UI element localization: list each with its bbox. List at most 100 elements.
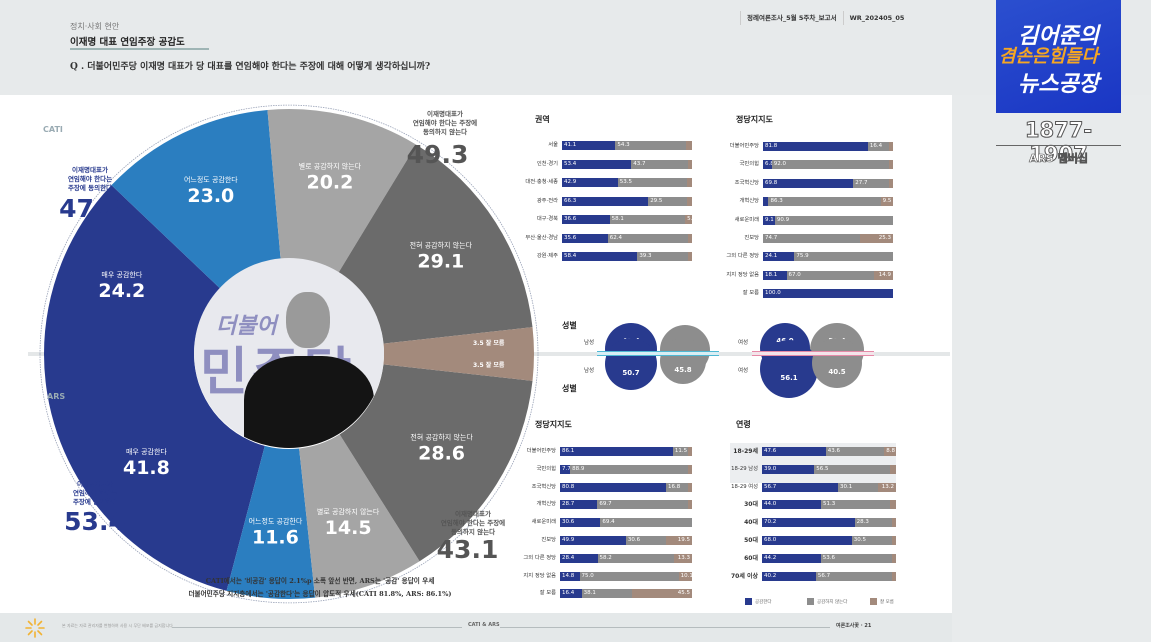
cati-slice-not-at-all	[338, 144, 533, 344]
party-cati-segment-disagree: 27.7	[853, 178, 889, 188]
party-cati-segment-disagree: 90.9	[774, 215, 893, 225]
party-cati-segment-disagree: 67.0	[786, 270, 874, 280]
cati-slice-value-somewhat-agree: 23.0	[187, 185, 234, 207]
age-bar: 44.0 51.3	[762, 500, 896, 510]
footer-rule-right	[500, 627, 830, 628]
region-row-label: 강원·제주	[536, 253, 558, 259]
male-ars-disagree-value: 45.8	[674, 366, 692, 374]
sun-logo-icon	[25, 618, 45, 638]
age-segment-dk	[892, 553, 896, 563]
party-ars-segment-dk: 19.5	[666, 536, 692, 545]
age-row-label: 30대	[744, 501, 758, 509]
party-ars-row: 지지 정당 없음 14.8 75.0 10.1	[523, 571, 692, 581]
female-ars-disagree-value: 40.5	[828, 368, 846, 376]
party-ars-segment-agree: 30.6	[560, 518, 601, 528]
cati-slice-value-dont-know: 3.5 잘 모름	[473, 339, 505, 347]
legend-swatch-dk	[870, 598, 877, 605]
male-ars-disagree: 45.8	[660, 338, 706, 384]
party-ars-row: 진보당 49.9 30.6 19.5	[541, 536, 692, 545]
ars-slice-label-not-at-all: 전혀 공감하지 않는다	[410, 432, 473, 441]
party-cati-bar: 100.0	[763, 289, 893, 299]
party-cati-bar: 81.8 16.4	[763, 142, 893, 151]
age-row: 30대 44.0 51.3	[744, 500, 896, 510]
party-ars-bar: 7.7 88.9	[560, 464, 692, 474]
region-bar: 58.4 39.3	[562, 252, 692, 261]
gender-title-cati: 성별	[562, 321, 577, 330]
cati-slice-value-very-agree: 24.2	[98, 280, 145, 302]
age-segment-dk	[891, 571, 896, 581]
female-ars-disagree: 40.5	[812, 338, 862, 388]
region-row: 서울 41.1 54.3	[548, 141, 692, 150]
region-segment-disagree: 29.5	[648, 196, 687, 206]
region-row-label: 대전·충청·세종	[525, 179, 558, 185]
party-ars-segment-dk	[687, 464, 692, 474]
region-segment-dk: 5.3	[685, 215, 692, 224]
region-segment-agree: 58.4	[562, 252, 638, 261]
party-ars-bar: 80.8 16.8	[560, 482, 692, 492]
party-ars-row: 개혁신당 28.7 69.7	[537, 500, 692, 510]
party-cati-section-title: 정당지지도	[736, 115, 773, 124]
party-ars-row: 조국혁신당 80.8 16.8	[532, 482, 692, 492]
party-cati-segment-agree: 100.0	[763, 289, 893, 299]
party-ars-segment-dk	[688, 482, 692, 492]
region-segment-agree: 36.6	[562, 215, 610, 224]
gender-label-male-ars: 남성	[584, 368, 595, 374]
party-ars-segment-disagree: 11.5	[672, 447, 688, 456]
category-label: 정치·사회 현안	[70, 22, 120, 31]
ars-agree-total: 53.4	[64, 507, 126, 536]
region-row: 부산·울산·경남 35.6 62.4	[525, 233, 692, 243]
cati-slice-label-not-really: 별로 공감하지 않는다	[299, 162, 362, 171]
age-segment-dk: 8.8	[884, 447, 896, 456]
party-cati-segment-dk	[889, 160, 893, 170]
party-ars-segment-disagree: 58.2	[597, 553, 675, 563]
party-ars-segment-disagree: 30.6	[625, 536, 667, 545]
ars-disagree-total: 43.1	[436, 535, 499, 564]
age-row-label: 70세 이상	[731, 572, 758, 580]
age-row-label: 18-29세	[733, 448, 758, 455]
region-bar: 41.1 54.3	[562, 141, 692, 150]
party-cati-row: 더불어민주당 81.8 16.4	[730, 142, 893, 151]
party-cati-segment-disagree: 75.9	[794, 252, 893, 262]
region-segment-disagree: 58.1	[609, 215, 686, 224]
age-row: 60대 44.2 53.6	[744, 553, 896, 563]
age-segment-disagree: 28.3	[854, 518, 892, 528]
party-cati-segment-agree: 18.1	[763, 270, 787, 280]
party-ars-bar: 28.7 69.7	[560, 500, 692, 510]
party-ars-segment-agree: 16.4	[560, 589, 582, 599]
footer-rule-left	[172, 627, 462, 628]
region-segment-agree: 35.6	[562, 233, 608, 243]
party-cati-bar: 74.7 25.3	[763, 234, 893, 243]
summary-text: CATI에서는 '비공감' 응답이 2.1%p 소폭 앞선 반면, ARS는 '…	[110, 575, 530, 601]
footer-page: 여론조사꽃 · 21	[836, 623, 872, 629]
region-segment-disagree: 43.7	[631, 159, 688, 169]
party-ars-bar: 28.4 58.2 13.3	[560, 553, 692, 563]
age-bar: 39.0 56.5	[762, 464, 896, 474]
party-cati-row: 새로운미래 9.1 90.9	[735, 215, 893, 225]
party-cati-row: 조국혁신당 69.8 27.7	[735, 178, 893, 188]
age-row-label: 18-29 남성	[731, 465, 758, 472]
age-segment-disagree: 30.5	[851, 536, 892, 545]
ars-method-label: ARS	[47, 392, 66, 401]
party-cati-row-label: 조국혁신당	[734, 179, 759, 186]
legend-swatch-disagree	[807, 598, 814, 605]
party-ars-row: 더불어민주당 86.1 11.5	[527, 447, 692, 456]
party-ars-row-label: 새로운미래	[531, 519, 556, 526]
party-ars-bar: 49.9 30.6 19.5	[560, 536, 692, 545]
age-segment-disagree: 51.3	[820, 500, 890, 510]
region-row-label: 광주·전라	[536, 197, 558, 204]
age-segment-disagree: 56.7	[815, 571, 892, 581]
region-bar: 35.6 62.4	[562, 233, 692, 243]
party-ars-segment-agree: 80.8	[560, 482, 666, 492]
ars-slice-somewhat-agree	[226, 445, 316, 599]
party-cati-segment-disagree: 74.7	[763, 234, 861, 243]
age-segment-dk	[892, 518, 896, 528]
document-code: WR_202405_05	[842, 11, 911, 25]
cati-agree-caption: 이재명대표가 연임해야 한다는 주장에 동의한다	[67, 166, 113, 192]
region-segment-dk	[688, 252, 692, 261]
party-ars-row-label: 그외 다른 정당	[523, 554, 556, 561]
party-cati-segment-agree: 9.1	[763, 215, 775, 225]
party-ars-segment-disagree: 88.9	[570, 464, 688, 474]
party-ars-row: 잘 모름 16.4 38.1 45.5	[540, 589, 692, 599]
gender-label-female-cati: 여성	[738, 340, 749, 346]
cati-slice-value-not-at-all: 29.1	[417, 250, 464, 272]
